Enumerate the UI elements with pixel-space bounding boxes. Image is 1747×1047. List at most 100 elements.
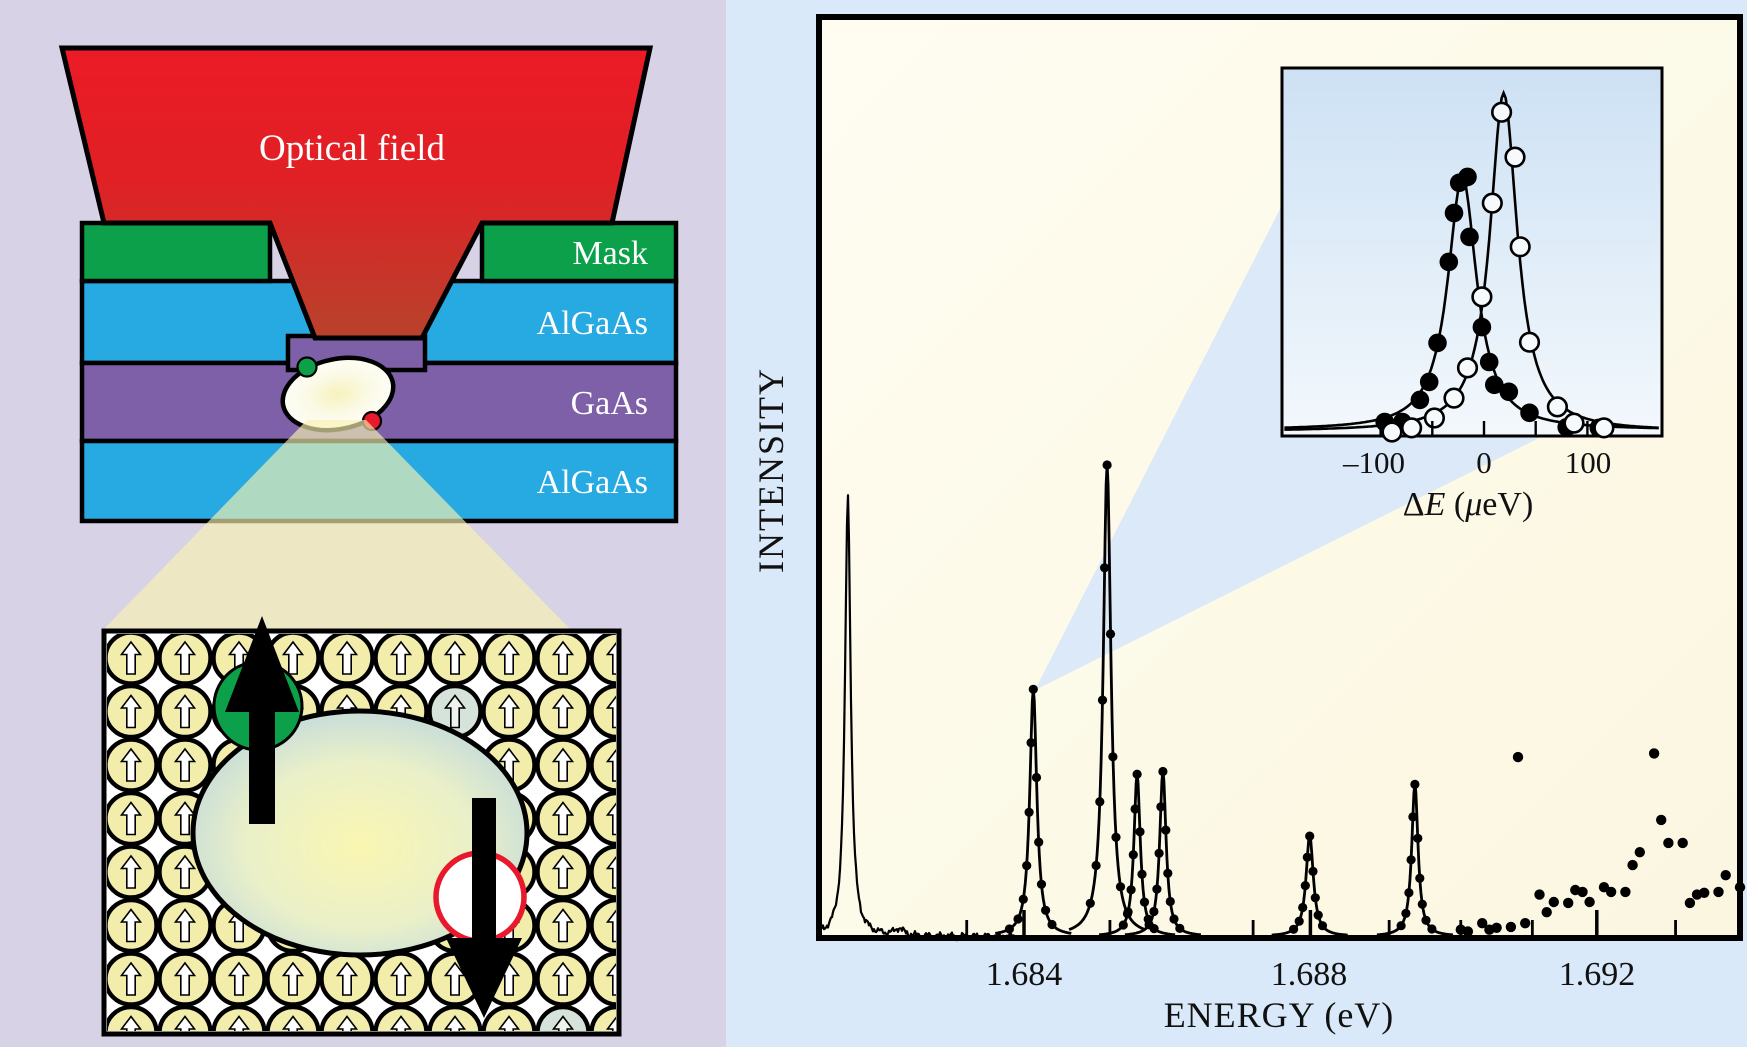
- data-point: [1118, 920, 1128, 930]
- data-point: [1404, 888, 1414, 898]
- data-point: [1577, 886, 1588, 898]
- inset-x-ticks: [1379, 421, 1589, 435]
- data-point-open: [1471, 286, 1493, 308]
- data-point: [1720, 870, 1731, 881]
- data-point: [1097, 695, 1108, 705]
- data-point: [1491, 922, 1502, 933]
- spin-up-arrow-icon: [497, 640, 521, 675]
- data-point: [1132, 769, 1142, 779]
- data-point: [1130, 804, 1140, 814]
- spin-site: [107, 790, 159, 847]
- spin-up-arrow-icon: [551, 961, 575, 996]
- data-point: [1123, 907, 1133, 917]
- algaas-top-label: AlGaAs: [537, 305, 648, 342]
- zoom-beam: [1035, 205, 1543, 690]
- data-point: [1158, 766, 1168, 777]
- data-point: [1308, 866, 1318, 877]
- data-point: [1406, 855, 1416, 865]
- data-point: [1512, 751, 1524, 763]
- data-point: [1095, 797, 1105, 807]
- spin-up-arrow-icon: [443, 694, 467, 729]
- data-point-open: [1504, 146, 1526, 168]
- data-point-open: [1423, 407, 1445, 429]
- spin-up-arrow-icon: [551, 908, 575, 943]
- spin-site: [157, 951, 213, 1007]
- spin-up-arrow-icon: [551, 1015, 575, 1031]
- y-axis-label: INTENSITY: [751, 367, 791, 573]
- data-point: [1520, 918, 1531, 929]
- spin-up-arrow-icon: [443, 961, 467, 996]
- spin-up-arrow-icon: [281, 1015, 305, 1031]
- data-point: [1713, 886, 1724, 898]
- spin-site: [427, 634, 483, 686]
- data-point-open: [1481, 192, 1503, 214]
- spin-up-arrow-icon: [497, 694, 521, 729]
- data-point: [1699, 887, 1710, 898]
- data-point: [1294, 916, 1304, 926]
- data-point-filled: [1485, 375, 1504, 395]
- spin-up-arrow-icon: [225, 616, 299, 824]
- data-point: [1115, 882, 1126, 892]
- inset-curves: [1284, 89, 1659, 443]
- data-point-open: [1456, 357, 1479, 379]
- spin-up-arrow-icon: [281, 640, 305, 675]
- spin-up-arrow-icon: [173, 747, 197, 782]
- inset-tick-label-zero: 0: [1476, 445, 1492, 480]
- spin-up-arrow-icon: [605, 909, 616, 943]
- data-point-filled: [1520, 403, 1539, 423]
- data-point: [1102, 460, 1112, 470]
- spin-up-arrow-icon: [551, 640, 575, 675]
- data-point: [1505, 921, 1517, 933]
- spin-site: [535, 790, 591, 847]
- spin-site: [535, 897, 591, 954]
- data-point-filled: [1439, 252, 1459, 272]
- gaas-label: GaAs: [571, 385, 648, 422]
- spin-site: [107, 683, 159, 740]
- spin-site: [589, 737, 616, 793]
- spin-site: [157, 634, 213, 686]
- spin-site: [535, 1004, 591, 1031]
- data-point: [1137, 869, 1147, 879]
- spin-site-circle: [589, 683, 616, 740]
- data-point: [1408, 812, 1418, 822]
- spin-site: [373, 1004, 429, 1031]
- spin-site: [211, 951, 267, 1007]
- data-point-filled: [1472, 317, 1492, 337]
- data-point: [1548, 896, 1560, 908]
- spin-up-arrow-icon: [281, 961, 305, 996]
- data-point: [1091, 860, 1101, 871]
- data-point: [1163, 868, 1173, 878]
- data-point: [1305, 831, 1315, 841]
- spin-site: [535, 844, 591, 900]
- spin-site: [589, 683, 616, 740]
- data-point: [1024, 807, 1034, 817]
- x-tick-label-1688: 1.688: [1271, 956, 1348, 993]
- spin-site: [319, 634, 375, 686]
- data-point-filled: [1428, 333, 1447, 353]
- spectrum-series: [816, 460, 1746, 942]
- spin-up-arrow-icon: [605, 855, 616, 889]
- data-point: [1004, 924, 1015, 934]
- data-point-open: [1509, 236, 1531, 258]
- spin-site: [427, 1004, 483, 1031]
- spin-up-arrow-icon: [227, 961, 251, 996]
- data-point: [1310, 893, 1320, 903]
- peak-curve-1: [816, 494, 1017, 942]
- spin-up-arrow-icon: [605, 1016, 616, 1031]
- algaas-bottom-label: AlGaAs: [537, 464, 648, 501]
- spin-up-arrow-icon: [335, 1015, 359, 1031]
- spin-up-arrow-icon: [551, 747, 575, 782]
- spin-up-arrow-icon: [605, 641, 616, 675]
- data-point: [1734, 882, 1746, 893]
- data-point: [1028, 684, 1038, 694]
- spin-up-arrow-icon: [119, 908, 143, 943]
- spin-up-arrow-icon: [173, 1015, 197, 1031]
- data-point: [1018, 894, 1028, 904]
- spin-site-circle: [589, 737, 616, 793]
- spin-up-arrow-icon: [173, 961, 197, 996]
- spin-site: [319, 1004, 375, 1031]
- spin-site: [589, 1004, 616, 1031]
- data-point: [1013, 914, 1023, 924]
- data-point: [1634, 847, 1646, 858]
- mask-label: Mask: [572, 235, 648, 272]
